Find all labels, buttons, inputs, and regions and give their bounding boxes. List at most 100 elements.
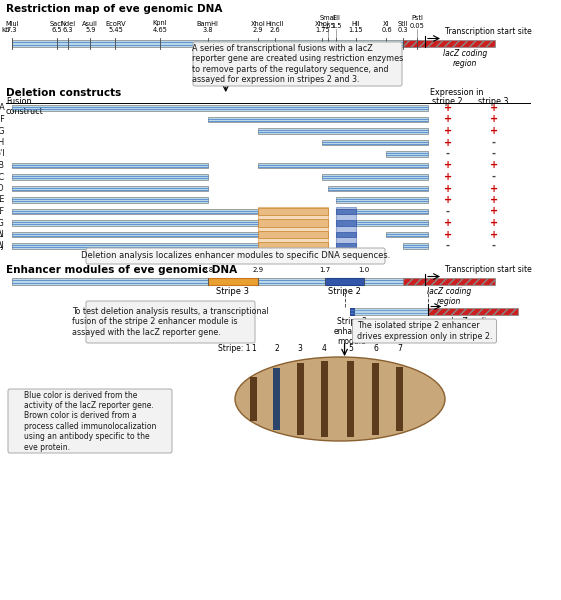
Text: +: + xyxy=(490,206,498,217)
Text: EII: EII xyxy=(332,16,340,22)
Text: SmaI: SmaI xyxy=(319,16,336,22)
Text: 2.9: 2.9 xyxy=(252,268,264,274)
Bar xyxy=(258,219,328,227)
Bar xyxy=(258,231,328,238)
Text: +: + xyxy=(490,218,498,228)
Text: XI: XI xyxy=(383,20,390,26)
Text: ΔG: ΔG xyxy=(0,218,5,227)
Ellipse shape xyxy=(235,357,445,441)
Bar xyxy=(403,277,495,284)
Text: Transcription start site: Transcription start site xyxy=(445,265,532,275)
Text: 2.9: 2.9 xyxy=(252,28,263,34)
Text: EcoRV: EcoRV xyxy=(105,20,126,26)
Text: -: - xyxy=(446,241,450,251)
Text: 1.0: 1.0 xyxy=(358,268,370,274)
FancyBboxPatch shape xyxy=(86,248,385,264)
Bar xyxy=(250,377,257,421)
Bar xyxy=(428,307,518,314)
Text: A series of transcriptional fusions with a lacZ
reporter gene are created using : A series of transcriptional fusions with… xyxy=(192,44,403,84)
Text: 4.65: 4.65 xyxy=(153,28,168,34)
Text: +: + xyxy=(444,218,452,228)
Text: KpnI: KpnI xyxy=(153,20,167,26)
FancyBboxPatch shape xyxy=(8,389,172,453)
Bar xyxy=(258,242,328,250)
Text: 3.8: 3.8 xyxy=(202,268,213,274)
Text: +: + xyxy=(444,137,452,148)
Text: ΔC: ΔC xyxy=(0,173,5,181)
Bar xyxy=(297,363,304,435)
Text: 0.3: 0.3 xyxy=(398,28,408,34)
Text: kb: kb xyxy=(2,28,10,34)
Text: 6.3: 6.3 xyxy=(63,28,73,34)
Text: Transcription start site: Transcription start site xyxy=(445,28,532,37)
Text: +: + xyxy=(490,160,498,170)
Text: To test deletion analysis results, a transcriptional
fusion of the stripe 2 enha: To test deletion analysis results, a tra… xyxy=(72,307,269,337)
Bar xyxy=(258,163,428,168)
Text: ΔE: ΔE xyxy=(0,196,5,205)
Text: 5'I: 5'I xyxy=(0,149,5,158)
Text: 1: 1 xyxy=(251,344,256,353)
Text: -: - xyxy=(492,149,496,159)
Bar xyxy=(350,307,354,314)
Bar xyxy=(397,367,403,431)
Text: BamHI: BamHI xyxy=(197,20,219,26)
Text: Deletion constructs: Deletion constructs xyxy=(6,88,121,98)
Text: 2: 2 xyxy=(275,344,279,353)
Text: stripe 2: stripe 2 xyxy=(432,97,463,106)
Bar xyxy=(336,220,356,226)
Bar xyxy=(12,163,208,168)
Text: +: + xyxy=(490,229,498,239)
Text: Blue color is derived from the
activity of the lacZ reporter gene.
Brown color i: Blue color is derived from the activity … xyxy=(24,391,156,451)
Text: ΔI: ΔI xyxy=(0,230,5,239)
Text: +: + xyxy=(490,126,498,136)
Bar xyxy=(336,197,428,203)
Text: HincII: HincII xyxy=(265,20,284,26)
Text: The isolated stripe 2 enhancer
drives expression only in stripe 2.: The isolated stripe 2 enhancer drives ex… xyxy=(357,322,493,341)
Text: 5'H: 5'H xyxy=(0,138,5,147)
Text: 4: 4 xyxy=(322,344,327,353)
Text: 3: 3 xyxy=(298,344,302,353)
Text: 1.5: 1.5 xyxy=(331,22,342,28)
Text: 2.6: 2.6 xyxy=(269,28,280,34)
Bar xyxy=(387,151,428,157)
Text: SacI: SacI xyxy=(50,20,63,26)
Text: Stripe 3: Stripe 3 xyxy=(217,287,249,296)
Text: -: - xyxy=(492,241,496,251)
Bar xyxy=(336,207,356,251)
Bar xyxy=(328,186,428,191)
Text: +: + xyxy=(490,115,498,124)
Bar xyxy=(336,232,356,237)
Text: Expression in: Expression in xyxy=(430,88,484,97)
Text: 5'G: 5'G xyxy=(0,127,5,136)
Text: 6: 6 xyxy=(373,344,378,353)
Text: 1.15: 1.15 xyxy=(348,28,363,34)
Text: 5'F: 5'F xyxy=(0,115,5,124)
Bar xyxy=(336,243,356,249)
Bar xyxy=(336,209,356,214)
Text: StII: StII xyxy=(398,20,408,26)
Bar xyxy=(258,128,428,134)
Bar xyxy=(12,197,208,203)
Bar xyxy=(336,209,428,214)
Bar xyxy=(387,232,428,237)
Bar xyxy=(403,40,495,46)
Text: XhoI: XhoI xyxy=(251,20,265,26)
Text: -: - xyxy=(492,137,496,148)
Bar xyxy=(325,277,364,284)
Bar xyxy=(12,186,208,191)
Bar xyxy=(12,243,258,249)
Text: 5.9: 5.9 xyxy=(85,28,95,34)
Text: 5: 5 xyxy=(348,344,353,353)
Text: +: + xyxy=(444,160,452,170)
Bar xyxy=(347,361,354,437)
Text: NdeI: NdeI xyxy=(61,20,75,26)
Text: 1.65: 1.65 xyxy=(320,22,335,28)
Text: ΔF: ΔF xyxy=(0,207,5,216)
Text: +: + xyxy=(444,103,452,113)
Text: 0.6: 0.6 xyxy=(381,28,392,34)
Text: 5.45: 5.45 xyxy=(108,28,123,34)
Bar xyxy=(403,243,428,249)
Bar xyxy=(258,208,328,215)
Text: 3.8: 3.8 xyxy=(203,28,213,34)
Text: -: - xyxy=(492,172,496,182)
